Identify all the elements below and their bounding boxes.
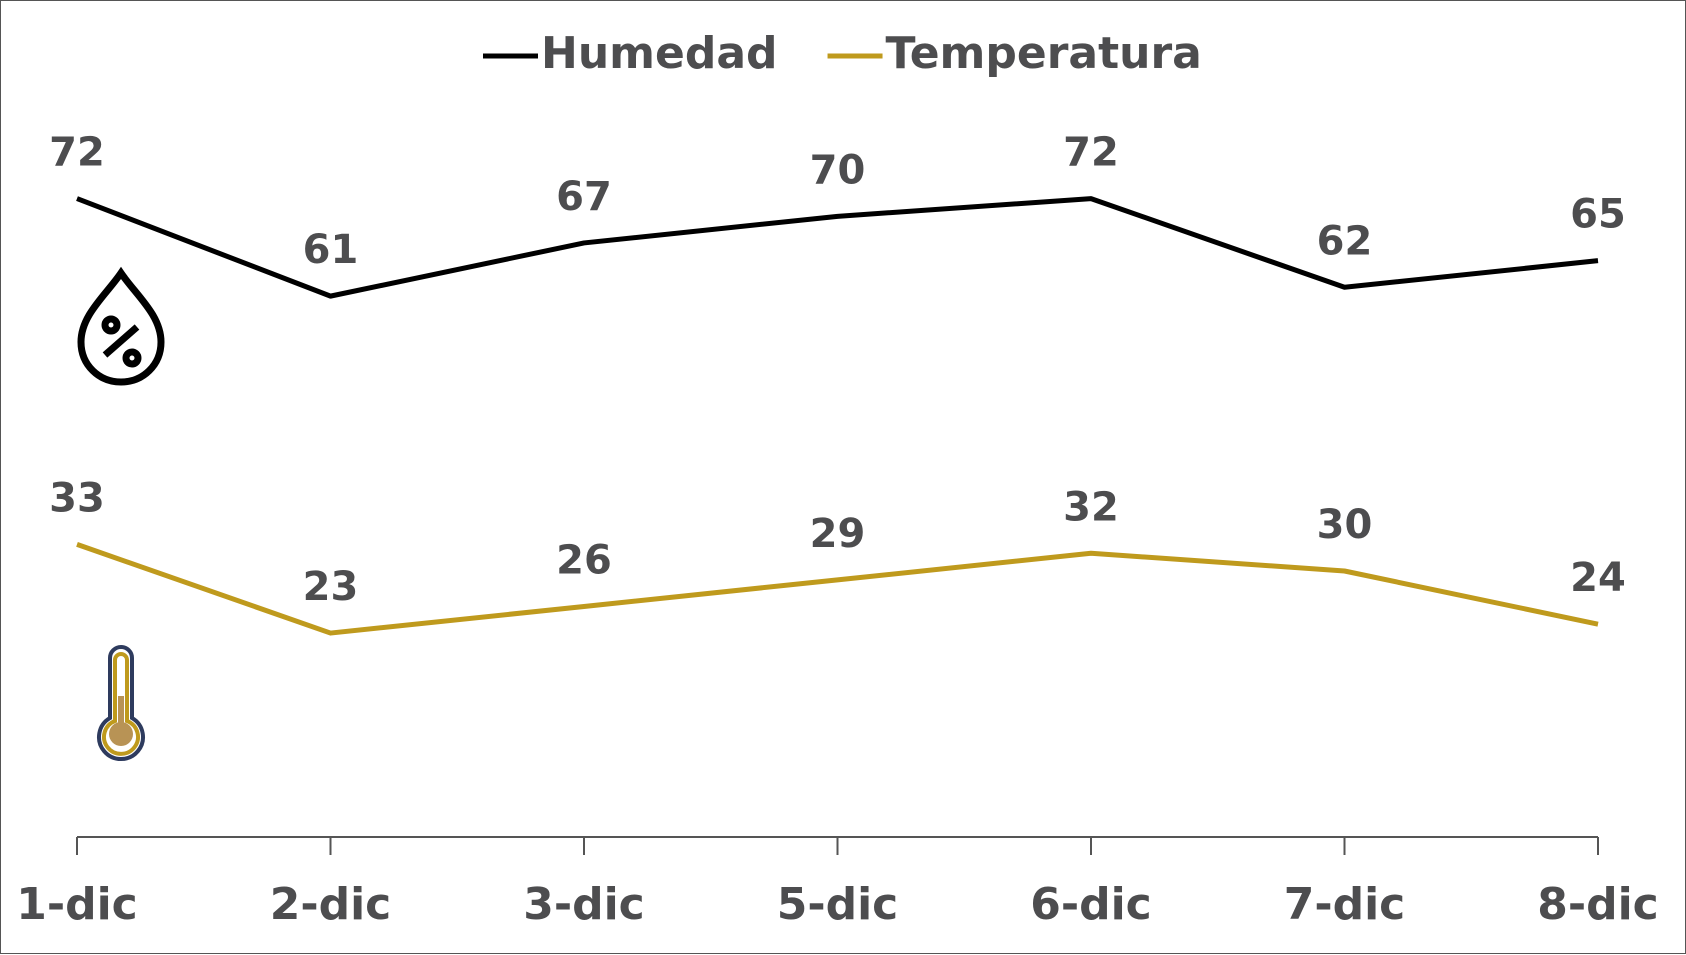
temperature-icon bbox=[97, 645, 145, 762]
data-label: 65 bbox=[1570, 192, 1626, 238]
data-label: 61 bbox=[303, 227, 359, 273]
legend-label: Humedad bbox=[541, 28, 778, 79]
x-tick-label: 1-dic bbox=[16, 879, 138, 930]
data-label: 67 bbox=[556, 174, 612, 220]
x-tick-label: 7-dic bbox=[1284, 879, 1406, 930]
x-tick-label: 5-dic bbox=[777, 879, 899, 930]
data-label: 23 bbox=[303, 564, 359, 610]
line-series bbox=[76, 542, 1599, 636]
x-tick-label: 6-dic bbox=[1030, 879, 1152, 930]
data-label: 62 bbox=[1317, 218, 1373, 264]
line-series bbox=[76, 196, 1599, 299]
data-label: 29 bbox=[810, 511, 866, 557]
legend-label: Temperatura bbox=[886, 28, 1202, 79]
data-label: 26 bbox=[556, 537, 612, 583]
x-tick-label: 3-dic bbox=[523, 879, 645, 930]
x-tick-label: 8-dic bbox=[1537, 879, 1659, 930]
data-label: 32 bbox=[1063, 484, 1119, 530]
data-label: 72 bbox=[1063, 130, 1119, 176]
x-tick-label: 2-dic bbox=[270, 879, 392, 930]
data-label: 30 bbox=[1317, 502, 1373, 548]
data-label: 24 bbox=[1570, 555, 1626, 601]
data-label: 33 bbox=[49, 475, 105, 521]
data-label: 70 bbox=[810, 147, 866, 193]
humidity-icon bbox=[77, 266, 165, 386]
data-label: 72 bbox=[49, 130, 105, 176]
